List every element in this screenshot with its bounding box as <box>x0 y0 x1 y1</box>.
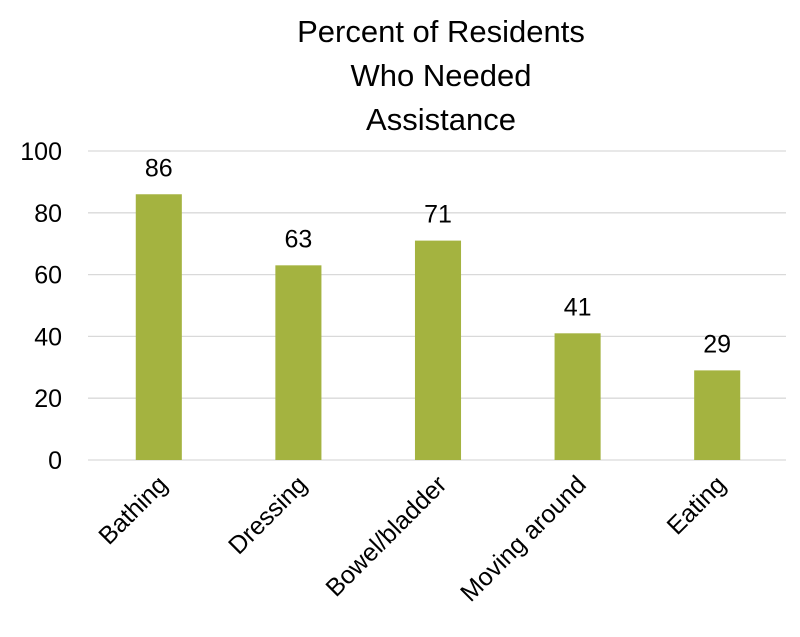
chart-title-line-1: Percent of Residents <box>297 14 585 49</box>
data-label: 86 <box>145 154 173 182</box>
bars <box>135 194 741 460</box>
y-tick-label: 40 <box>34 323 62 351</box>
chart-title-line-2: Who Needed <box>351 58 532 93</box>
x-category-label: Bowel/bladder <box>320 470 452 602</box>
data-label: 29 <box>703 330 731 358</box>
chart-title: Percent of Residents Who Needed Assistan… <box>297 14 585 137</box>
bar-moving-around <box>554 333 601 460</box>
y-tick-label: 100 <box>20 138 62 166</box>
y-tick-label: 0 <box>48 447 62 475</box>
x-category-label: Dressing <box>223 470 313 560</box>
data-labels: 86 63 71 41 29 <box>145 154 731 358</box>
data-label: 41 <box>564 293 592 321</box>
category-labels: Bathing Dressing Bowel/bladder Moving aroun… <box>93 470 731 607</box>
bar-bathing <box>135 194 182 460</box>
y-tick-label: 60 <box>34 262 62 290</box>
y-tick-label: 20 <box>34 385 62 413</box>
y-tick-label: 80 <box>34 200 62 228</box>
chart-title-line-3: Assistance <box>366 102 516 137</box>
bar-bowel-bladder <box>414 240 462 460</box>
y-axis-tick-labels: 0 20 40 60 80 100 <box>20 138 62 475</box>
x-category-label: Eating <box>662 470 732 540</box>
data-label: 63 <box>284 225 312 253</box>
bar-eating <box>694 370 741 460</box>
data-label: 71 <box>424 201 452 229</box>
x-category-label: Bathing <box>93 470 173 550</box>
bar-dressing <box>275 265 322 460</box>
x-category-label: Moving around <box>455 470 592 607</box>
